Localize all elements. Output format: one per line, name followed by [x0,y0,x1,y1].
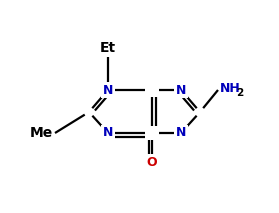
Text: Et: Et [100,41,116,55]
Text: NH: NH [220,82,241,95]
Text: N: N [176,127,186,140]
Text: N: N [103,83,113,96]
Text: N: N [176,83,186,96]
Text: N: N [103,127,113,140]
Text: Me: Me [30,126,53,140]
Text: O: O [147,155,157,168]
Text: 2: 2 [236,88,243,98]
